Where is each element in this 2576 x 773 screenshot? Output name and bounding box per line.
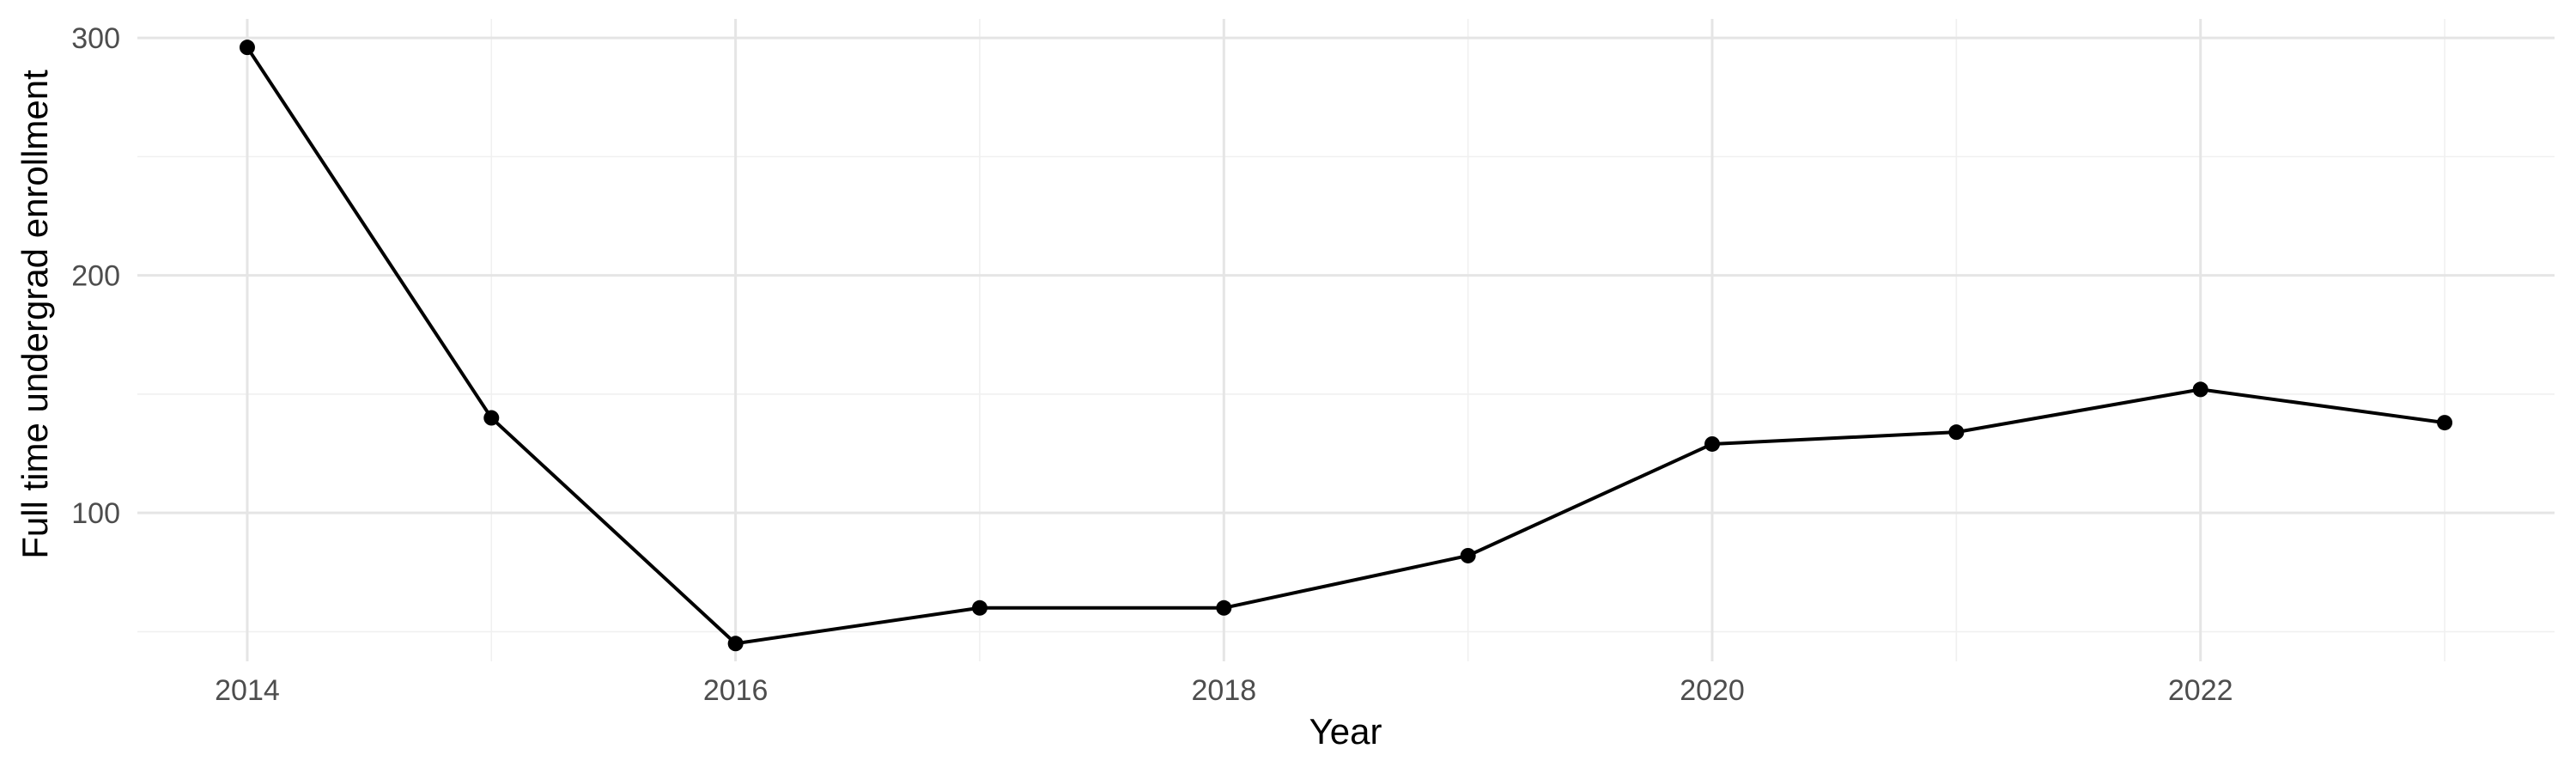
data-point: [1704, 435, 1721, 452]
y-tick-label: 200: [71, 260, 120, 293]
data-point: [1948, 424, 1965, 441]
data-point: [2437, 415, 2453, 431]
y-axis-title: Full time undergrad enrollment: [15, 70, 55, 559]
y-tick-label: 100: [71, 497, 120, 530]
x-tick-label: 2020: [1680, 674, 1745, 707]
data-points: [239, 40, 2453, 652]
data-point: [1216, 600, 1232, 616]
x-axis-title: Year: [1309, 711, 1382, 752]
x-tick-label: 2022: [2168, 674, 2233, 707]
series-layer: [246, 46, 2445, 646]
data-point: [2192, 381, 2208, 398]
data-point: [239, 40, 255, 56]
data-point: [1460, 547, 1476, 563]
tick-labels: 2014 2016 2018 2020 2022 100 200 300: [71, 22, 2233, 707]
data-point: [483, 410, 500, 426]
y-tick-label: 300: [71, 22, 120, 55]
data-point: [971, 600, 987, 616]
grid: [137, 19, 2555, 661]
data-point: [727, 636, 744, 652]
x-tick-label: 2018: [1192, 674, 1257, 707]
x-tick-label: 2014: [215, 674, 280, 707]
series-line: [246, 46, 2445, 646]
x-tick-label: 2016: [703, 674, 769, 707]
